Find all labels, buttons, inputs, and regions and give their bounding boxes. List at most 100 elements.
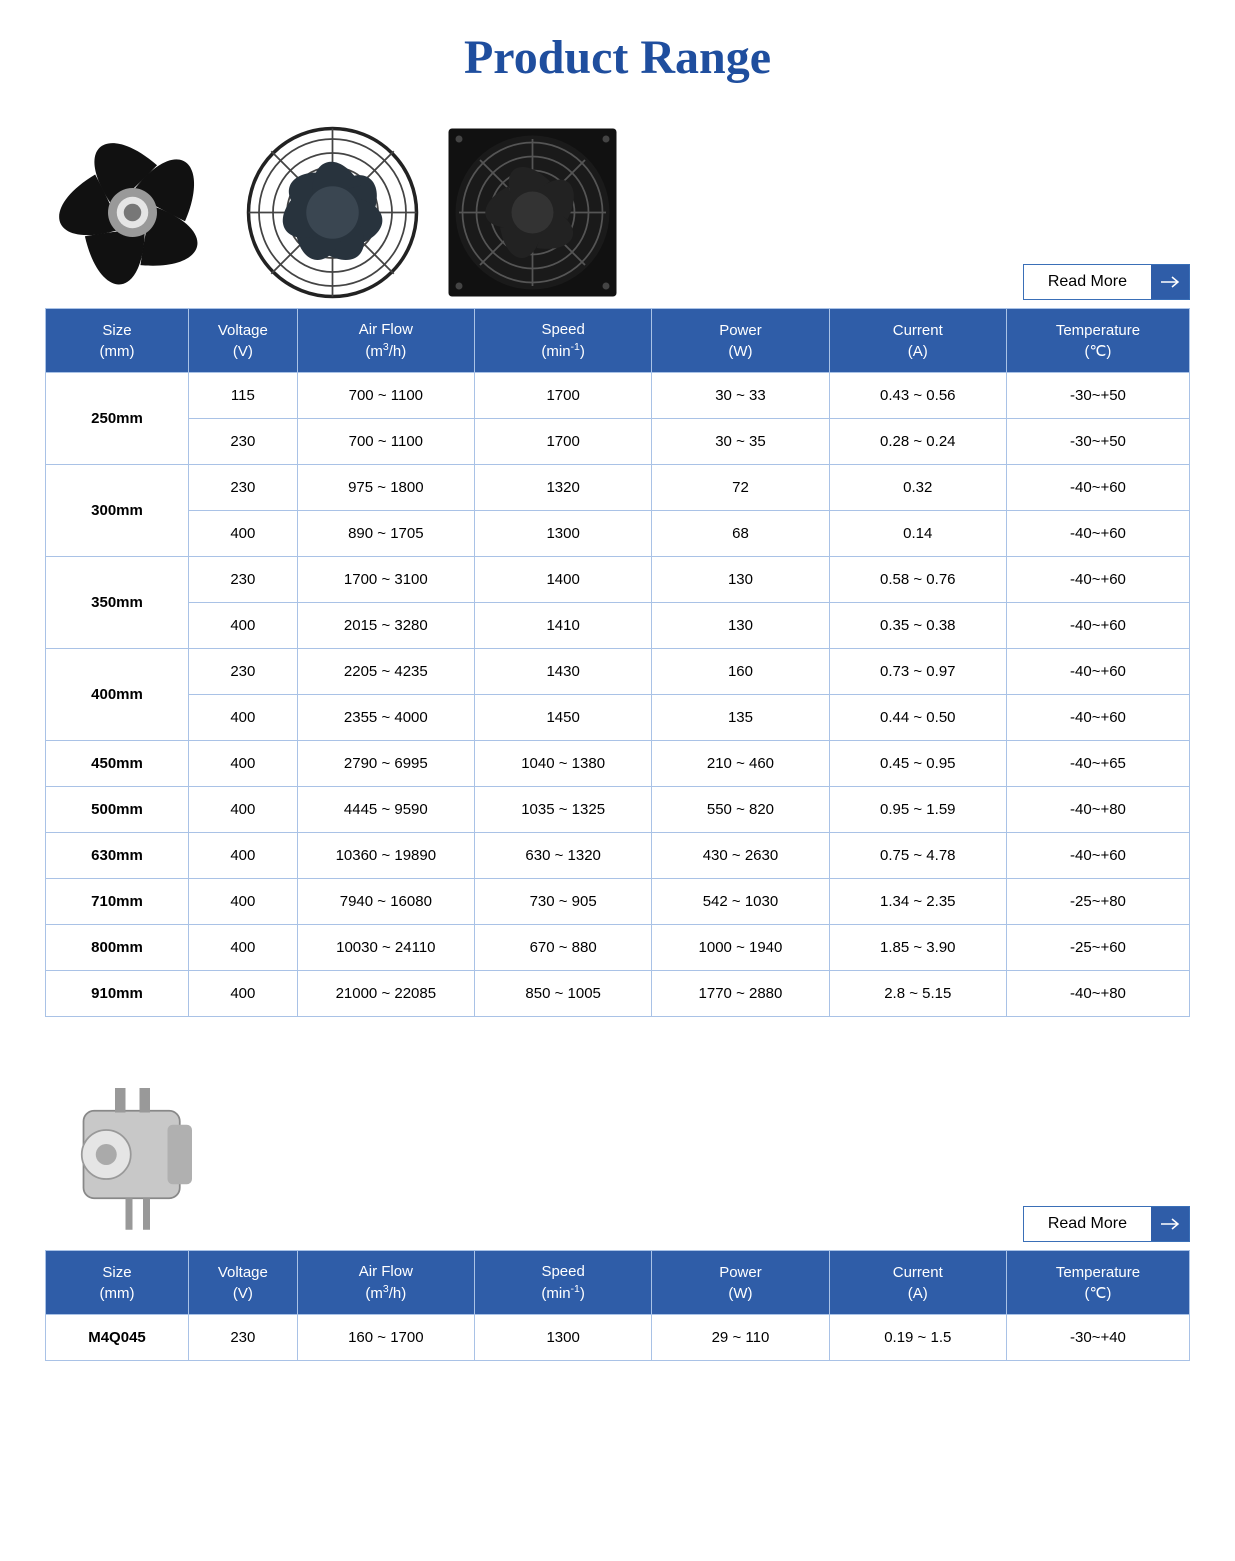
cell-voltage: 400 bbox=[189, 833, 298, 879]
cell-current: 0.73 ~ 0.97 bbox=[829, 649, 1006, 695]
cell-power: 29 ~ 110 bbox=[652, 1315, 829, 1361]
cell-temp: -30~+50 bbox=[1006, 373, 1189, 419]
product-image-guard-fan bbox=[245, 125, 420, 300]
cell-voltage: 230 bbox=[189, 419, 298, 465]
cell-power: 130 bbox=[652, 557, 829, 603]
cell-size: 300mm bbox=[46, 465, 189, 557]
section-motor: Read More Size(mm)Voltage(V)Air Flow(m3/… bbox=[45, 1067, 1190, 1361]
cell-airflow: 2790 ~ 6995 bbox=[297, 741, 474, 787]
read-more-button[interactable]: Read More bbox=[1023, 1206, 1190, 1242]
cell-current: 0.32 bbox=[829, 465, 1006, 511]
cell-power: 72 bbox=[652, 465, 829, 511]
cell-power: 135 bbox=[652, 695, 829, 741]
cell-current: 0.19 ~ 1.5 bbox=[829, 1315, 1006, 1361]
cell-power: 542 ~ 1030 bbox=[652, 879, 829, 925]
column-header: Voltage(V) bbox=[189, 1251, 298, 1315]
cell-power: 30 ~ 33 bbox=[652, 373, 829, 419]
column-header: Size(mm) bbox=[46, 1251, 189, 1315]
cell-power: 30 ~ 35 bbox=[652, 419, 829, 465]
cell-size: 500mm bbox=[46, 787, 189, 833]
column-header: Current(A) bbox=[829, 309, 1006, 373]
cell-speed: 1450 bbox=[474, 695, 651, 741]
cell-speed: 630 ~ 1320 bbox=[474, 833, 651, 879]
cell-temp: -40~+60 bbox=[1006, 695, 1189, 741]
table-row: 450mm4002790 ~ 69951040 ~ 1380210 ~ 4600… bbox=[46, 741, 1190, 787]
read-more-button[interactable]: Read More bbox=[1023, 264, 1190, 300]
product-image-plate-fan bbox=[445, 125, 620, 300]
cell-airflow: 975 ~ 1800 bbox=[297, 465, 474, 511]
product-image-impeller bbox=[45, 125, 220, 300]
cell-airflow: 21000 ~ 22085 bbox=[297, 971, 474, 1017]
column-header: Speed(min-1) bbox=[474, 1251, 651, 1315]
cell-current: 0.45 ~ 0.95 bbox=[829, 741, 1006, 787]
cell-current: 0.75 ~ 4.78 bbox=[829, 833, 1006, 879]
table-row: M4Q045230160 ~ 1700130029 ~ 1100.19 ~ 1.… bbox=[46, 1315, 1190, 1361]
cell-power: 160 bbox=[652, 649, 829, 695]
cell-temp: -40~+65 bbox=[1006, 741, 1189, 787]
cell-voltage: 230 bbox=[189, 465, 298, 511]
cell-power: 430 ~ 2630 bbox=[652, 833, 829, 879]
cell-size: 450mm bbox=[46, 741, 189, 787]
cell-power: 550 ~ 820 bbox=[652, 787, 829, 833]
product-images-row: Read More bbox=[45, 125, 1190, 300]
cell-speed: 1040 ~ 1380 bbox=[474, 741, 651, 787]
cell-voltage: 400 bbox=[189, 787, 298, 833]
column-header: Temperature(℃) bbox=[1006, 1251, 1189, 1315]
cell-temp: -40~+60 bbox=[1006, 465, 1189, 511]
cell-speed: 1700 bbox=[474, 373, 651, 419]
cell-voltage: 400 bbox=[189, 925, 298, 971]
cell-current: 0.95 ~ 1.59 bbox=[829, 787, 1006, 833]
cell-voltage: 230 bbox=[189, 1315, 298, 1361]
table-row: 910mm40021000 ~ 22085850 ~ 10051770 ~ 28… bbox=[46, 971, 1190, 1017]
table-row: 300mm230975 ~ 18001320720.32-40~+60 bbox=[46, 465, 1190, 511]
cell-size: 910mm bbox=[46, 971, 189, 1017]
cell-current: 0.35 ~ 0.38 bbox=[829, 603, 1006, 649]
product-image-motor bbox=[45, 1067, 220, 1242]
cell-speed: 1430 bbox=[474, 649, 651, 695]
arrow-right-icon bbox=[1151, 265, 1189, 299]
column-header: Power(W) bbox=[652, 309, 829, 373]
product-images-row: Read More bbox=[45, 1067, 1190, 1242]
page-title: Product Range bbox=[45, 30, 1190, 85]
table-header: Size(mm)Voltage(V)Air Flow(m3/h)Speed(mi… bbox=[46, 1251, 1190, 1315]
cell-airflow: 2355 ~ 4000 bbox=[297, 695, 474, 741]
cell-voltage: 400 bbox=[189, 879, 298, 925]
cell-voltage: 115 bbox=[189, 373, 298, 419]
table-row: 350mm2301700 ~ 310014001300.58 ~ 0.76-40… bbox=[46, 557, 1190, 603]
cell-temp: -40~+60 bbox=[1006, 649, 1189, 695]
cell-airflow: 4445 ~ 9590 bbox=[297, 787, 474, 833]
column-header: Voltage(V) bbox=[189, 309, 298, 373]
cell-airflow: 160 ~ 1700 bbox=[297, 1315, 474, 1361]
column-header: Current(A) bbox=[829, 1251, 1006, 1315]
column-header: Temperature(℃) bbox=[1006, 309, 1189, 373]
table-row: 4002015 ~ 328014101300.35 ~ 0.38-40~+60 bbox=[46, 603, 1190, 649]
cell-voltage: 230 bbox=[189, 557, 298, 603]
cell-temp: -30~+40 bbox=[1006, 1315, 1189, 1361]
cell-speed: 850 ~ 1005 bbox=[474, 971, 651, 1017]
cell-airflow: 10030 ~ 24110 bbox=[297, 925, 474, 971]
cell-airflow: 2015 ~ 3280 bbox=[297, 603, 474, 649]
read-more-label: Read More bbox=[1024, 1207, 1151, 1241]
column-header: Size(mm) bbox=[46, 309, 189, 373]
cell-voltage: 400 bbox=[189, 971, 298, 1017]
cell-temp: -25~+80 bbox=[1006, 879, 1189, 925]
table-row: 500mm4004445 ~ 95901035 ~ 1325550 ~ 8200… bbox=[46, 787, 1190, 833]
cell-speed: 1700 bbox=[474, 419, 651, 465]
cell-voltage: 230 bbox=[189, 649, 298, 695]
arrow-right-icon bbox=[1151, 1207, 1189, 1241]
section-axial-fans: Read More Size(mm)Voltage(V)Air Flow(m3/… bbox=[45, 125, 1190, 1017]
cell-airflow: 7940 ~ 16080 bbox=[297, 879, 474, 925]
cell-power: 68 bbox=[652, 511, 829, 557]
table-row: 710mm4007940 ~ 16080730 ~ 905542 ~ 10301… bbox=[46, 879, 1190, 925]
cell-airflow: 700 ~ 1100 bbox=[297, 419, 474, 465]
cell-current: 1.85 ~ 3.90 bbox=[829, 925, 1006, 971]
cell-speed: 670 ~ 880 bbox=[474, 925, 651, 971]
table-row: 230700 ~ 1100170030 ~ 350.28 ~ 0.24-30~+… bbox=[46, 419, 1190, 465]
cell-voltage: 400 bbox=[189, 511, 298, 557]
column-header: Air Flow(m3/h) bbox=[297, 309, 474, 373]
cell-speed: 1035 ~ 1325 bbox=[474, 787, 651, 833]
cell-power: 210 ~ 460 bbox=[652, 741, 829, 787]
cell-temp: -25~+60 bbox=[1006, 925, 1189, 971]
cell-current: 2.8 ~ 5.15 bbox=[829, 971, 1006, 1017]
cell-temp: -40~+60 bbox=[1006, 557, 1189, 603]
